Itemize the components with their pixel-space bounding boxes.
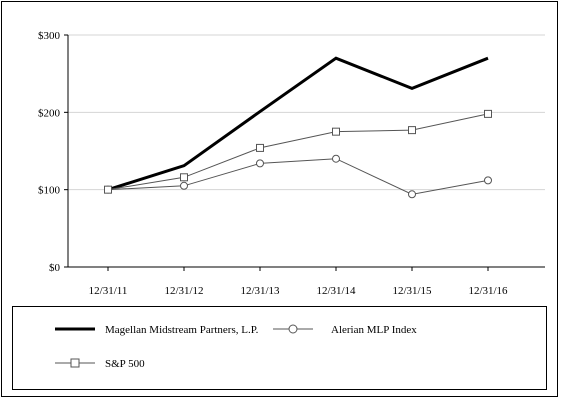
data-point-square [180,173,188,182]
x-tick-label: 12/31/14 [316,285,356,297]
x-tick-label: 12/31/13 [240,285,280,297]
grid-lines [68,34,545,191]
legend-item-magellan: Magellan Midstream Partners, L.P. [55,324,259,336]
axes [64,34,545,271]
legend-label-magellan: Magellan Midstream Partners, L.P. [105,324,259,336]
legend-item-sp500: S&P 500 [55,358,145,370]
series-line-1 [107,158,489,195]
legend-marker-circle-icon [288,324,298,334]
y-tick-label: $100 [38,185,61,197]
series-line-2 [107,113,489,191]
data-point-circle [256,159,264,168]
data-point-square [484,109,492,118]
y-tick-label: $0 [49,262,61,274]
data-point-circle [180,181,188,190]
series-lines [104,56,492,199]
legend-item-alerian: Alerian MLP Index [273,324,417,336]
x-tick-label: 12/31/16 [468,285,508,297]
data-point-square [332,127,340,136]
data-point-circle [484,176,492,185]
data-point-square [408,126,416,135]
x-tick-labels: 12/31/11 12/31/12 12/31/13 12/31/14 12/31/15… [89,285,508,297]
data-point-circle [332,154,340,163]
x-tick-label: 12/31/12 [164,285,203,297]
legend-marker-square-icon [70,358,80,368]
data-point-circle [408,190,416,199]
legend: Magellan Midstream Partners, L.P. Aleria… [12,306,547,390]
legend-label-alerian: Alerian MLP Index [331,324,417,336]
y-tick-labels: $0 $100 $200 $300 [38,30,61,274]
legend-label-sp500: S&P 500 [105,358,145,370]
x-tick-label: 12/31/15 [392,285,432,297]
y-tick-label: $200 [38,107,61,119]
x-tick-label: 12/31/11 [89,285,128,297]
series-line-0 [107,56,489,192]
data-point-square [104,185,112,194]
data-point-square [256,143,264,152]
y-tick-label: $300 [38,30,61,42]
